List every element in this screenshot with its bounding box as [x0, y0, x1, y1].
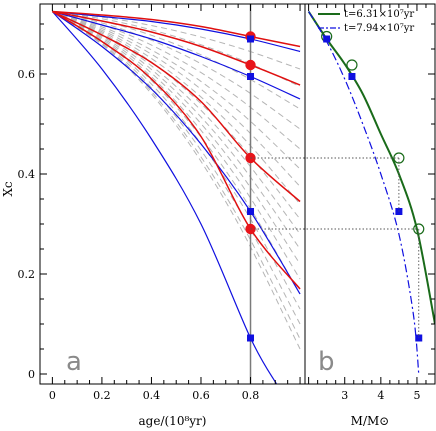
gray-track-6	[52, 11, 301, 170]
panel-b-plot	[307, 10, 435, 375]
gray-track-10	[52, 11, 301, 235]
y-tick-label: 0.6	[18, 68, 36, 81]
blue-curve-3	[52, 11, 301, 295]
gray-track-14	[52, 11, 301, 295]
blue-marker-a-2	[247, 73, 255, 80]
panel-label-b: b	[318, 347, 335, 377]
x-tick-label-a: 0.6	[192, 389, 210, 402]
blue-curve-1	[52, 10, 301, 53]
gray-track-13	[52, 11, 301, 280]
blue-marker-b-2	[348, 73, 356, 80]
x-tick-label-b: 5	[413, 389, 420, 402]
red-curve-3	[52, 10, 301, 203]
blue-curve-2	[52, 10, 301, 100]
open-circle-2	[346, 59, 358, 71]
gray-track-4	[52, 11, 301, 130]
gray-track-16	[52, 11, 301, 325]
panel-b-frame	[304, 3, 436, 385]
gray-track-2	[52, 11, 301, 87]
mass-curve-2	[308, 11, 420, 375]
y-tick-label: 0.4	[18, 168, 36, 181]
gray-track-12	[52, 11, 301, 265]
legend-label-2: t=7.94×10⁷yr	[344, 23, 414, 34]
x-tick-label-b: 3	[341, 389, 348, 402]
blue-marker-a-3	[247, 208, 255, 215]
x-tick-label-a: 0	[49, 389, 56, 402]
labels: 0 0.2 0.4 0.6 0 0.2 0.4 0.6 0.8 3 4 5 age/(10⁸yr) M/M…	[1, 9, 420, 428]
panel-a-frame	[39, 3, 306, 385]
blue-marker-b-1	[323, 35, 331, 43]
gray-track-15	[52, 11, 301, 310]
x-axis-title-a: age/(10⁸yr)	[139, 414, 207, 428]
y-axis-title: Xc	[1, 181, 15, 197]
x-tick-label-a: 0.2	[93, 389, 111, 402]
gray-track-18	[52, 11, 301, 350]
mass-curve-1	[307, 10, 435, 325]
gray-track-3	[52, 11, 301, 110]
y-tick-label: 0.2	[18, 268, 36, 281]
gray-track-9	[52, 11, 301, 220]
axes	[39, 3, 436, 385]
x-tick-label-a: 0.4	[143, 389, 161, 402]
gray-track-8	[52, 11, 301, 205]
y-tick-label: 0	[28, 368, 35, 381]
panel-a-plot	[51, 4, 301, 384]
x-tick-label-b: 4	[377, 389, 384, 402]
gray-track-1	[52, 11, 301, 70]
red-marker-2	[245, 59, 256, 71]
panel-label-a: a	[66, 347, 82, 377]
gray-track-7	[52, 11, 301, 187]
gray-track-17	[52, 11, 301, 340]
x-tick-label-a: 0.8	[242, 389, 260, 402]
blue-marker-a-1	[247, 35, 255, 43]
red-curve-4	[51, 10, 301, 290]
legend-label-1: t=6.31×10⁷yr	[344, 9, 414, 20]
x-axis-title-b: M/M⊙	[351, 414, 390, 428]
blue-marker-a-4	[247, 334, 255, 342]
